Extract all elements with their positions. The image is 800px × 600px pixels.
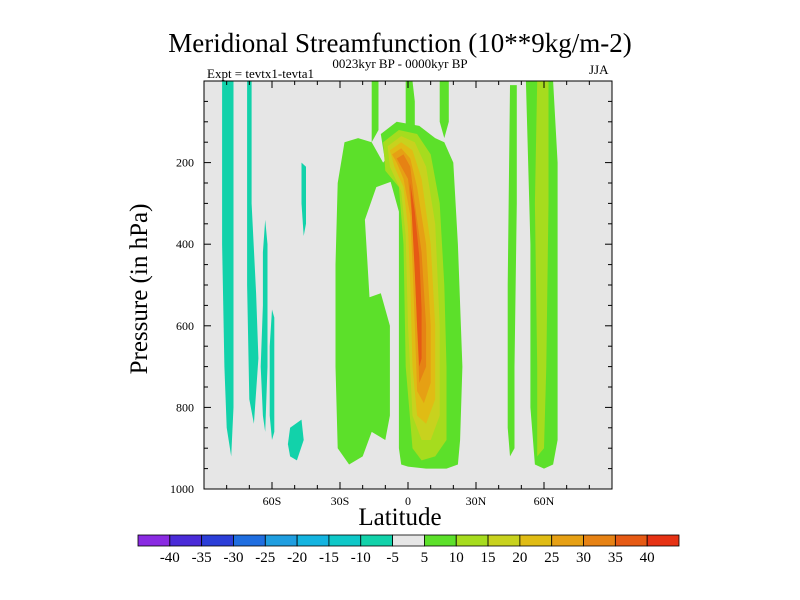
season-label: JJA (589, 62, 609, 77)
x-tick-label: 30N (466, 494, 487, 508)
contour-green-right-strip (507, 85, 517, 457)
colorbar-swatch (583, 534, 616, 547)
colorbar-label: 20 (512, 550, 527, 566)
x-tick-label: 0 (405, 494, 411, 508)
colorbar-label: -10 (351, 550, 371, 566)
colorbar-swatch (392, 534, 425, 547)
contour-cyan-band-3 (260, 219, 268, 432)
contour-green-top-right (439, 81, 449, 139)
x-tick-label: 30S (331, 494, 350, 508)
colorbar-swatch (360, 534, 393, 547)
contour-cyan-blob-2 (287, 419, 304, 461)
colorbar-label: 30 (576, 550, 591, 566)
colorbar-label: 15 (481, 550, 496, 566)
colorbar-label: 40 (640, 550, 655, 566)
colorbar-label: 10 (449, 550, 464, 566)
colorbar-label: 5 (421, 550, 429, 566)
colorbar-swatch (169, 534, 203, 547)
colorbar-swatch (264, 534, 298, 547)
colorbar-swatch (233, 534, 266, 547)
colorbar-swatch (201, 534, 234, 547)
experiment-label: Expt = tevtx1-tevta1 (207, 66, 314, 81)
contour-cyan-band-1 (222, 81, 234, 457)
x-tick-label: 60S (263, 494, 282, 508)
colorbar-label: -25 (255, 550, 275, 566)
contour-cyan-band-4 (269, 309, 275, 440)
colorbar-swatch (137, 534, 171, 547)
y-tick-label: 800 (176, 400, 194, 414)
y-tick-label: 600 (176, 319, 194, 333)
colorbar-label: 35 (608, 550, 623, 566)
y-tick-label: 400 (176, 237, 194, 251)
y-tick-label: 200 (176, 156, 194, 170)
colorbar-swatch (424, 534, 457, 547)
colorbar-label: -40 (160, 550, 180, 566)
contour-green-left-arm (335, 138, 399, 465)
colorbar-swatch (328, 534, 362, 547)
contour-lime-right (534, 81, 549, 457)
colorbar-swatch (487, 534, 521, 547)
contour-green-top-left (371, 81, 379, 143)
chart-subtitle: 0023kyr BP - 0000kyr BP (332, 56, 468, 71)
colorbar-label: -15 (319, 550, 339, 566)
colorbar-swatch (296, 534, 330, 547)
y-tick-label: 1000 (170, 482, 194, 496)
contour-cyan-blob-1 (301, 162, 306, 236)
x-tick-label: 60N (534, 494, 555, 508)
contour-green-top-mid (405, 81, 415, 130)
colorbar-swatch (551, 534, 584, 547)
colorbar-label: -30 (223, 550, 243, 566)
x-axis-label: Latitude (358, 504, 442, 531)
colorbar-swatch (646, 534, 680, 547)
colorbar-swatch (519, 534, 553, 547)
colorbar-label: -5 (386, 550, 399, 566)
contour-cyan-band-2 (247, 81, 259, 424)
colorbar-label: -35 (192, 550, 212, 566)
colorbar-label: -20 (287, 550, 307, 566)
chart-title: Meridional Streamfunction (10**9kg/m-2) (168, 28, 632, 58)
colorbar-label: 25 (544, 550, 559, 566)
colorbar-swatch (614, 534, 648, 547)
contour-red-core (410, 183, 422, 367)
colorbar-swatch (455, 534, 489, 547)
